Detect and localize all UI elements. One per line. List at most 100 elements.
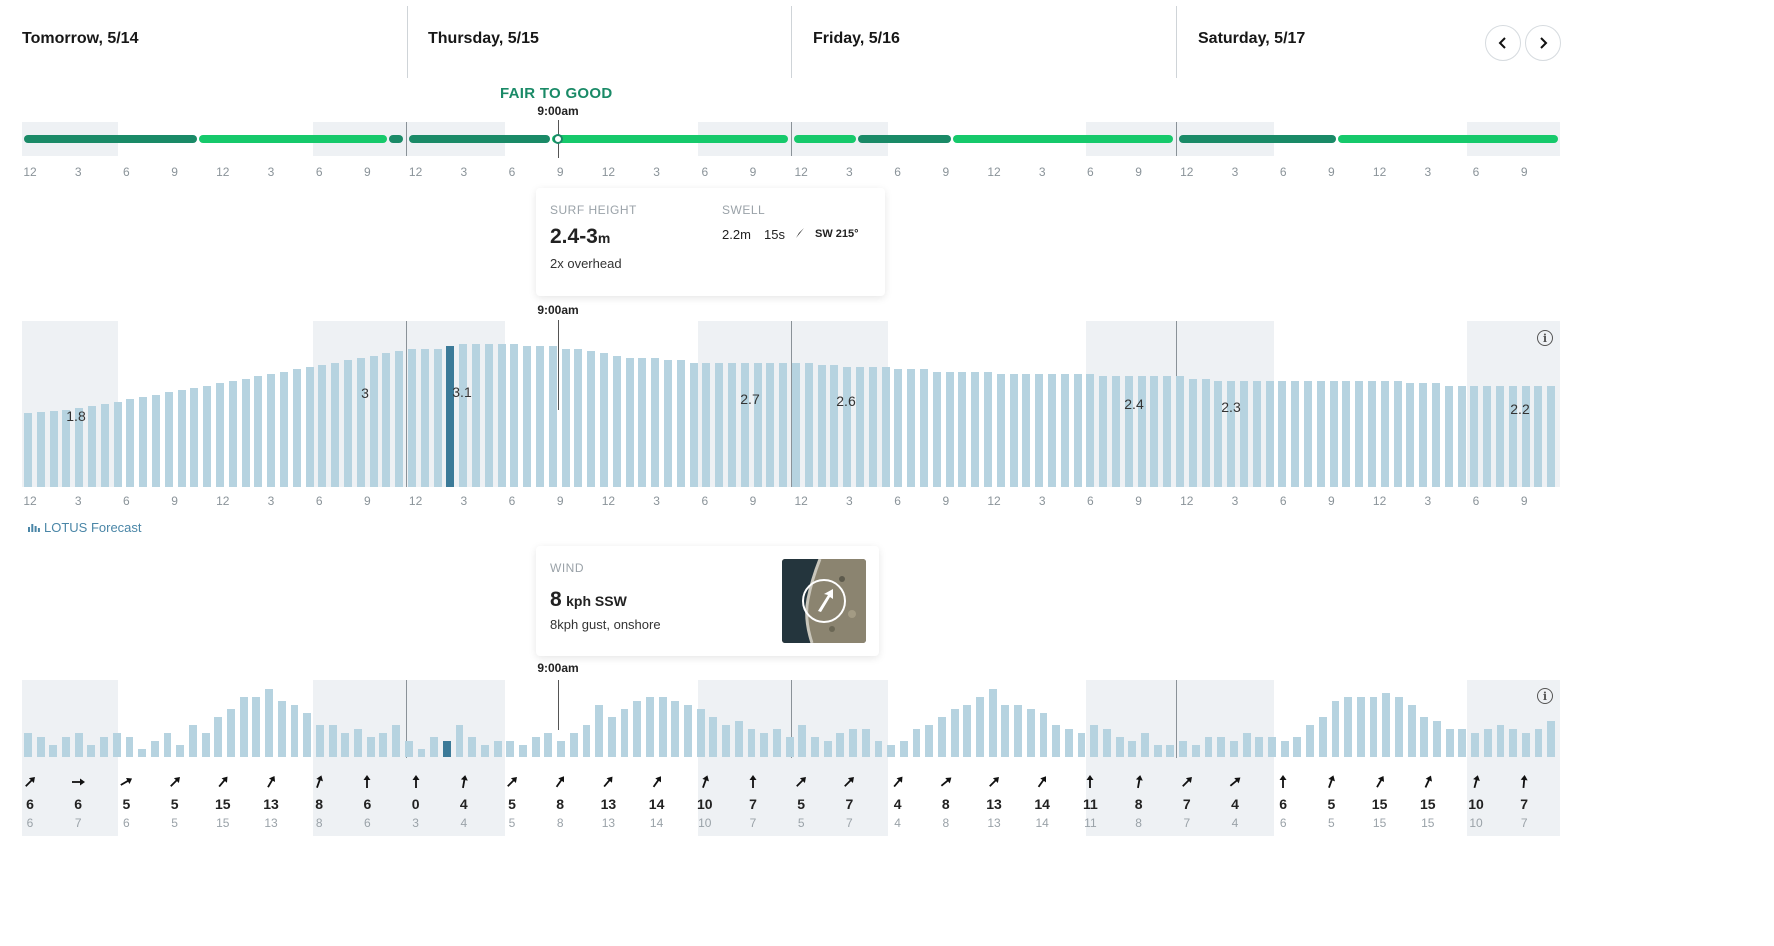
surf-bar[interactable] — [318, 364, 327, 487]
surf-bar[interactable] — [216, 383, 224, 487]
surf-bar[interactable] — [344, 360, 352, 487]
surf-bar[interactable] — [1355, 380, 1364, 487]
wind-bar[interactable] — [87, 745, 96, 757]
wind-bar[interactable] — [1077, 733, 1086, 757]
surf-bar[interactable] — [676, 360, 685, 487]
surf-bar[interactable] — [1099, 376, 1108, 487]
wind-bar[interactable] — [239, 697, 248, 757]
surf-bar[interactable] — [574, 348, 583, 487]
surf-bar[interactable] — [1150, 376, 1159, 487]
surf-bar[interactable] — [1137, 376, 1146, 487]
wind-info-icon[interactable]: i — [1537, 688, 1553, 704]
wind-bar[interactable] — [925, 725, 934, 757]
surf-bar[interactable] — [292, 369, 301, 487]
surf-bar[interactable] — [766, 362, 775, 487]
surf-bar[interactable] — [932, 371, 941, 487]
surf-bar[interactable] — [728, 362, 736, 487]
wind-bar[interactable] — [214, 717, 223, 757]
surf-bar[interactable] — [1176, 376, 1184, 487]
wind-bar[interactable] — [1318, 717, 1327, 757]
surf-bar[interactable] — [408, 348, 416, 487]
surf-bar[interactable] — [1188, 378, 1197, 487]
surf-bar[interactable] — [88, 405, 96, 487]
wind-bar[interactable] — [798, 725, 807, 757]
surf-bar[interactable] — [740, 362, 749, 487]
wind-bar[interactable] — [455, 725, 464, 757]
surf-bar[interactable] — [152, 394, 160, 487]
wind-bar[interactable] — [163, 733, 172, 757]
wind-bar[interactable] — [354, 729, 362, 757]
wind-bar[interactable] — [963, 705, 972, 757]
wind-bar[interactable] — [1293, 737, 1302, 757]
wind-bar[interactable] — [1179, 741, 1188, 757]
wind-bar[interactable] — [328, 725, 337, 757]
wind-bar[interactable] — [315, 725, 324, 757]
day-label-2[interactable]: Friday, 5/16 — [813, 30, 900, 47]
surf-bar[interactable] — [1432, 383, 1440, 487]
surf-bar[interactable] — [1419, 383, 1428, 487]
surf-bar[interactable] — [1496, 385, 1504, 487]
wind-bar[interactable] — [277, 701, 286, 757]
wind-bar[interactable] — [341, 733, 350, 757]
rating-segment-fair[interactable] — [24, 135, 197, 143]
wind-bar[interactable] — [874, 741, 883, 757]
surf-bar[interactable] — [1483, 385, 1492, 487]
rating-segment-fair-to-good[interactable] — [198, 135, 388, 143]
surf-bar[interactable] — [36, 412, 45, 487]
surf-bar[interactable] — [664, 360, 672, 487]
surf-bar[interactable] — [1444, 385, 1453, 487]
surf-bar[interactable] — [395, 350, 404, 487]
surf-bar[interactable] — [254, 376, 263, 487]
wind-bar[interactable] — [1344, 697, 1353, 757]
wind-bar[interactable] — [1229, 741, 1238, 757]
wind-bar[interactable] — [480, 745, 489, 757]
wind-bar[interactable] — [950, 709, 959, 757]
wind-bar[interactable] — [392, 725, 400, 757]
surf-bar[interactable] — [446, 346, 455, 487]
wind-direction-map[interactable] — [782, 559, 866, 643]
rating-segment-fair[interactable] — [1179, 135, 1336, 143]
wind-bar[interactable] — [1103, 729, 1111, 757]
wind-bar[interactable] — [582, 725, 591, 757]
wind-bar[interactable] — [531, 737, 540, 757]
surf-bar[interactable] — [625, 357, 634, 487]
wind-bar[interactable] — [1458, 729, 1467, 757]
surf-bar[interactable] — [702, 362, 711, 487]
surf-bar[interactable] — [472, 344, 480, 487]
wind-bar[interactable] — [112, 733, 121, 757]
wind-bar[interactable] — [1052, 725, 1061, 757]
wind-bar[interactable] — [1153, 745, 1162, 757]
surf-bar[interactable] — [24, 413, 32, 487]
surf-bar[interactable] — [984, 371, 992, 487]
surf-bar[interactable] — [1265, 380, 1274, 487]
surf-bar[interactable] — [689, 362, 698, 487]
wind-bar[interactable] — [1445, 729, 1454, 757]
surf-bar[interactable] — [100, 404, 109, 487]
wind-bar[interactable] — [1356, 697, 1365, 757]
rating-segment-fair-to-good[interactable] — [551, 135, 788, 143]
wind-bar[interactable] — [772, 729, 781, 757]
wind-bar[interactable] — [887, 745, 896, 757]
wind-bar[interactable] — [1280, 741, 1289, 757]
surf-bar[interactable] — [1252, 380, 1261, 487]
surf-bar[interactable] — [804, 362, 813, 487]
surf-bar[interactable] — [945, 371, 954, 487]
wind-bar[interactable] — [1407, 705, 1416, 757]
wind-bar[interactable] — [442, 741, 451, 757]
surf-bar[interactable] — [894, 369, 903, 487]
wind-bar[interactable] — [899, 741, 908, 757]
wind-bar[interactable] — [100, 737, 109, 757]
wind-bar[interactable] — [1128, 741, 1137, 757]
surf-bar[interactable] — [523, 346, 532, 487]
surf-bar[interactable] — [1406, 383, 1415, 487]
wind-bar[interactable] — [747, 729, 756, 757]
wind-bar[interactable] — [1382, 693, 1391, 757]
surf-bar[interactable] — [280, 371, 288, 487]
surf-bar[interactable] — [792, 362, 800, 487]
wind-bar[interactable] — [1433, 721, 1441, 757]
surf-bar[interactable] — [1508, 385, 1517, 487]
wind-bar[interactable] — [849, 729, 857, 757]
wind-bar[interactable] — [696, 709, 705, 757]
surf-bar[interactable] — [62, 409, 71, 487]
wind-bar[interactable] — [227, 709, 235, 757]
